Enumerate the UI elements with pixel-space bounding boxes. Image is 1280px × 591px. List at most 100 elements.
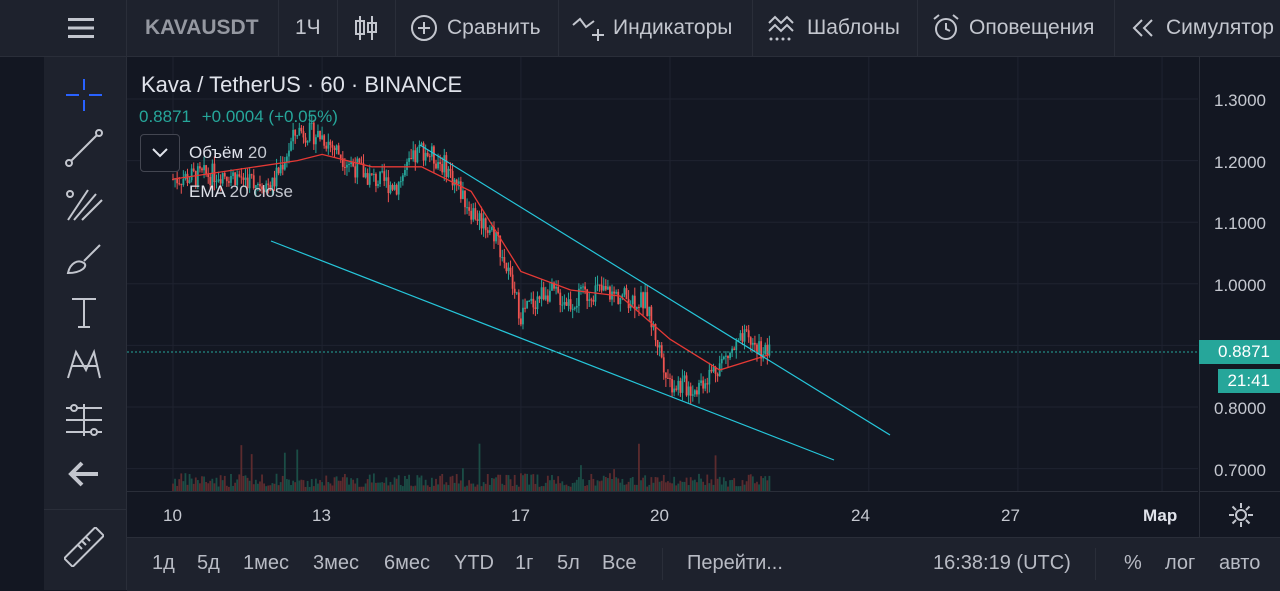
brush-tool[interactable] [64,239,104,279]
pattern-tool[interactable] [64,344,104,384]
trendline-upper[interactable] [419,144,891,436]
volume-bar [194,477,197,491]
range-1d[interactable]: 1д [152,552,175,574]
candle-body [368,173,371,185]
back-tool[interactable] [64,454,104,494]
volume-bar [567,486,570,491]
range-ytd[interactable]: YTD [454,552,494,574]
candle-body [252,175,255,189]
volume-bar [609,473,611,491]
candle-body [743,329,746,342]
volume-bar [273,483,276,491]
volume-bar [294,482,297,491]
volume-bar [418,477,421,491]
volume-bar [497,474,500,491]
volume-bar [215,477,218,491]
candle-body [265,183,268,193]
price-chart[interactable] [127,57,1198,491]
candle-body [302,131,305,138]
chart-type-button[interactable] [354,0,378,56]
volume-bar [435,478,437,491]
range-6m[interactable]: 6мес [384,552,430,574]
range-1y[interactable]: 1г [515,552,534,574]
templates-button[interactable]: Шаблоны [767,0,900,56]
candle-body [180,184,183,186]
chart-settings-button[interactable] [1199,491,1280,538]
volume-bar [234,482,237,491]
candle-body [228,181,230,183]
candle-body [722,356,725,359]
volume-bar [426,485,429,491]
menu-button[interactable] [66,0,96,56]
ema-indicator-label[interactable]: EMA 20 close [189,182,293,202]
volume-bar [321,482,323,491]
candle-body [240,176,243,178]
volume-bar [654,477,657,491]
candle-body [387,177,390,194]
candle-body [184,173,187,179]
alarm-clock-icon [933,14,959,40]
volume-bar [401,486,404,491]
candle-body [698,382,700,395]
volume-bar [281,475,284,491]
symbol-button[interactable]: KAVAUSDT [145,16,259,39]
volume-bar [259,481,261,491]
volume-bar [325,475,328,491]
volume-bar [466,485,468,491]
percent-scale-toggle[interactable]: % [1124,552,1142,574]
volume-bar [615,477,618,491]
goto-date-button[interactable]: Перейти... [687,552,783,574]
volume-bar [455,474,458,491]
volume-indicator-label[interactable]: Объём 20 [189,143,267,163]
volume-bar [290,485,292,491]
replay-button[interactable]: Симулятор [1130,0,1280,56]
ruler-tool[interactable] [62,525,106,569]
volume-bar [292,480,295,491]
interval-button[interactable]: 1Ч [295,16,321,39]
volume-bar [551,475,553,491]
trendline-lower[interactable] [270,240,835,461]
candle-body [727,355,729,359]
volume-bar [362,486,365,491]
volume-bar [739,486,742,491]
compare-button[interactable]: Сравнить [409,0,541,56]
candle-body [536,296,539,310]
price-tick: 1.0000 [1214,276,1266,295]
text-tool[interactable] [64,293,104,333]
candle-body [269,185,272,191]
candle-body [577,288,580,306]
candle-body [215,181,218,183]
auto-scale-toggle[interactable]: авто [1219,552,1261,574]
templates-icon [768,15,794,41]
volume-bar [528,484,531,491]
indicators-button[interactable]: Индикаторы [571,0,732,56]
trend-line-tool[interactable] [64,128,104,168]
measure-tool[interactable] [64,400,104,440]
crosshair-tool[interactable] [64,75,104,115]
volume-len: 20 [247,143,267,162]
range-1m[interactable]: 1мес [243,552,289,574]
quote-change-pct: (+0.05%) [268,107,338,126]
range-all[interactable]: Все [602,552,637,574]
chart-pane[interactable] [127,57,1198,491]
volume-bar [462,468,464,491]
fib-tool[interactable] [64,184,104,224]
range-5d[interactable]: 5д [197,552,220,574]
volume-bar [335,476,338,491]
volume-bar [747,474,750,491]
range-5y[interactable]: 5л [557,552,580,574]
legend-collapse-button[interactable] [140,134,180,172]
candle-body [201,168,203,171]
volume-bar [509,479,512,491]
ema-params: 20 close [229,182,293,201]
time-axis[interactable]: 10 13 17 20 24 27 Мар [127,491,1198,538]
volume-bar [619,482,622,491]
price-axis[interactable]: 1.3000 1.2000 1.1000 1.0000 0.8000 0.700… [1199,57,1280,491]
range-3m[interactable]: 3мес [313,552,359,574]
alerts-button[interactable]: Оповещения [931,0,1094,56]
log-scale-toggle[interactable]: лог [1165,552,1196,574]
utc-clock[interactable]: 16:38:19 (UTC) [933,552,1071,574]
volume-bar [176,485,179,491]
volume-bar [640,480,642,491]
volume-bar [754,483,756,491]
